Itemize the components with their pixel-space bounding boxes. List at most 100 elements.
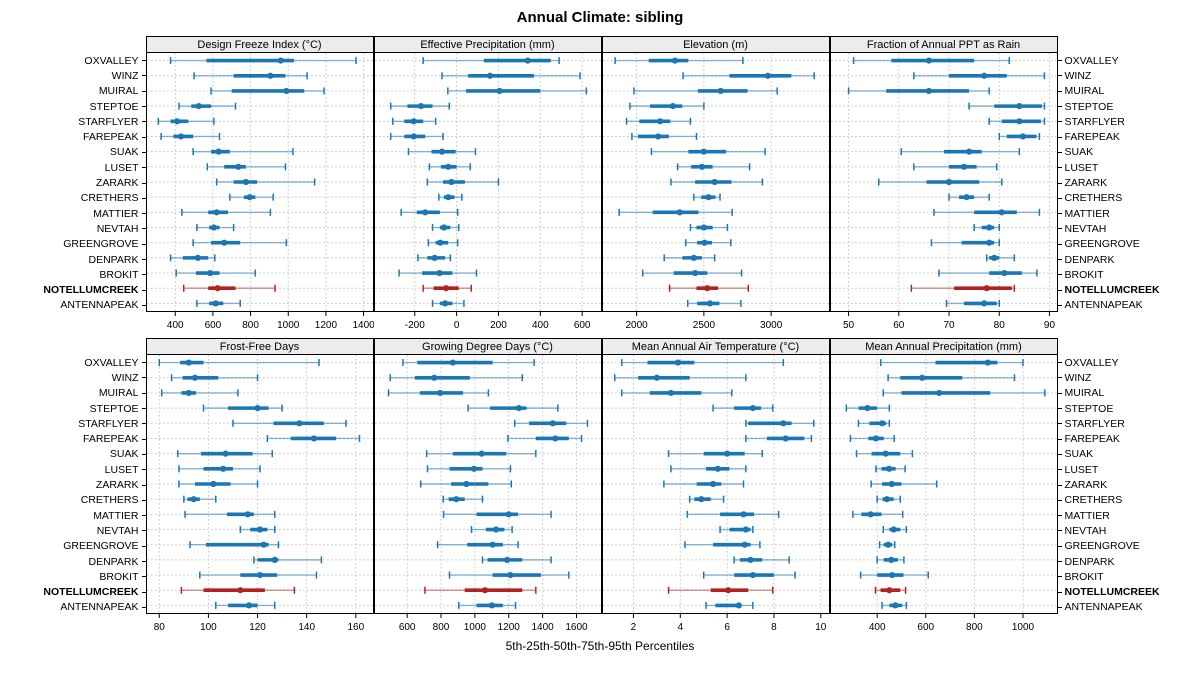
median-dot xyxy=(436,389,443,397)
percentile-row xyxy=(847,87,990,95)
percentile-row xyxy=(191,239,287,247)
percentile-row xyxy=(641,269,742,277)
tick-label: 8 xyxy=(771,622,777,633)
tick-label: 1600 xyxy=(565,622,588,633)
median-dot xyxy=(256,526,263,533)
median-dot xyxy=(882,450,889,457)
tick-label: 400 xyxy=(166,320,183,331)
site-label: ANTENNAPEAK xyxy=(1058,600,1200,615)
median-dot xyxy=(489,541,496,548)
percentile-row xyxy=(182,495,217,503)
site-label: NOTELLUMCREEK xyxy=(1,584,146,599)
panel-plot xyxy=(829,53,1058,312)
percentile-row xyxy=(620,389,733,397)
median-dot xyxy=(700,224,707,231)
site-label: LUSET xyxy=(1,462,146,477)
median-dot xyxy=(717,87,724,95)
percentile-row xyxy=(937,269,1038,277)
panel-plot xyxy=(829,355,1058,614)
percentile-row xyxy=(987,117,1045,125)
median-dot xyxy=(236,587,243,594)
median-dot xyxy=(698,163,705,170)
site-label: NEVTAH xyxy=(1058,523,1200,538)
tick-label: 0 xyxy=(453,320,459,331)
percentile-row xyxy=(667,450,763,458)
median-dot xyxy=(488,602,495,609)
percentile-row xyxy=(689,224,728,232)
percentile-row xyxy=(912,72,1045,80)
median-dot xyxy=(185,389,192,397)
percentile-row xyxy=(423,586,537,594)
site-label: ZARARK xyxy=(1058,477,1200,492)
percentile-row xyxy=(513,419,588,427)
site-label: MUIRAL xyxy=(1,84,146,99)
percentile-row xyxy=(401,359,535,367)
median-dot xyxy=(295,420,302,427)
median-dot xyxy=(282,87,289,95)
site-label: NOTELLUMCREEK xyxy=(1058,282,1200,297)
median-dot xyxy=(435,269,443,277)
median-dot xyxy=(888,480,895,488)
median-dot xyxy=(452,496,459,503)
panel: Frost-Free Days 80 100 120 140 160 xyxy=(145,338,374,636)
panel-strip-title: Fraction of Annual PPT as Rain xyxy=(829,36,1058,53)
median-dot xyxy=(421,209,428,216)
median-dot xyxy=(444,194,451,201)
median-dot xyxy=(444,163,451,170)
percentile-row xyxy=(397,269,477,277)
percentile-row xyxy=(985,254,1015,262)
tick-label: 80 xyxy=(153,622,165,633)
site-label: MATTIER xyxy=(1058,508,1200,523)
percentile-row xyxy=(421,57,560,65)
percentile-row xyxy=(387,389,489,397)
median-dot xyxy=(739,511,747,518)
median-dot xyxy=(779,420,786,427)
median-dot xyxy=(244,511,251,518)
median-dot xyxy=(764,72,771,79)
percentile-row xyxy=(879,359,1024,367)
panel-plot xyxy=(145,355,374,614)
panel-x-axis: 80 100 120 140 160 xyxy=(153,614,364,633)
site-label: MATTIER xyxy=(1,508,146,523)
panel: Fraction of Annual PPT as Rain 50 60 70 80 90 xyxy=(829,36,1058,334)
gutter-spacer xyxy=(1,338,146,355)
median-dot xyxy=(985,239,992,246)
median-dot xyxy=(1019,133,1026,140)
median-dot xyxy=(714,465,721,472)
percentile-row xyxy=(630,132,697,140)
median-dot xyxy=(253,405,261,412)
tick-label: 600 xyxy=(573,320,590,331)
median-dot xyxy=(890,526,897,533)
tick-label: 1400 xyxy=(352,320,374,331)
site-label: GREENGROVE xyxy=(1,539,146,554)
site-label: FAREPEAK xyxy=(1058,129,1200,144)
percentile-row xyxy=(878,541,895,549)
median-dot xyxy=(998,209,1005,216)
site-label: ANTENNAPEAK xyxy=(1,298,146,313)
percentile-row xyxy=(686,299,742,307)
percentile-row xyxy=(662,480,744,488)
panel-row-0: OXVALLEY WINZ MUIRAL STEPTOE STARFLYER FAREPE… xyxy=(0,36,1200,334)
median-dot xyxy=(442,285,449,292)
tick-label: 2500 xyxy=(692,320,715,331)
percentile-row xyxy=(388,374,523,382)
median-dot xyxy=(260,541,267,548)
percentile-row xyxy=(855,450,913,458)
percentile-row xyxy=(158,359,320,367)
tick-label: 1000 xyxy=(277,320,300,331)
tick-label: 100 xyxy=(200,622,217,633)
site-label: ANTENNAPEAK xyxy=(1058,298,1200,313)
percentile-row xyxy=(667,586,774,594)
median-dot xyxy=(749,405,756,412)
median-dot xyxy=(515,405,522,412)
tick-label: 90 xyxy=(1043,320,1055,331)
percentile-row xyxy=(683,541,761,549)
median-dot xyxy=(746,556,754,563)
site-label: FAREPEAK xyxy=(1058,431,1200,446)
percentile-row xyxy=(686,510,779,518)
median-dot xyxy=(724,587,731,594)
percentile-row xyxy=(182,284,276,292)
percentile-row xyxy=(431,224,459,232)
percentile-row xyxy=(881,526,907,534)
median-dot xyxy=(194,254,201,261)
